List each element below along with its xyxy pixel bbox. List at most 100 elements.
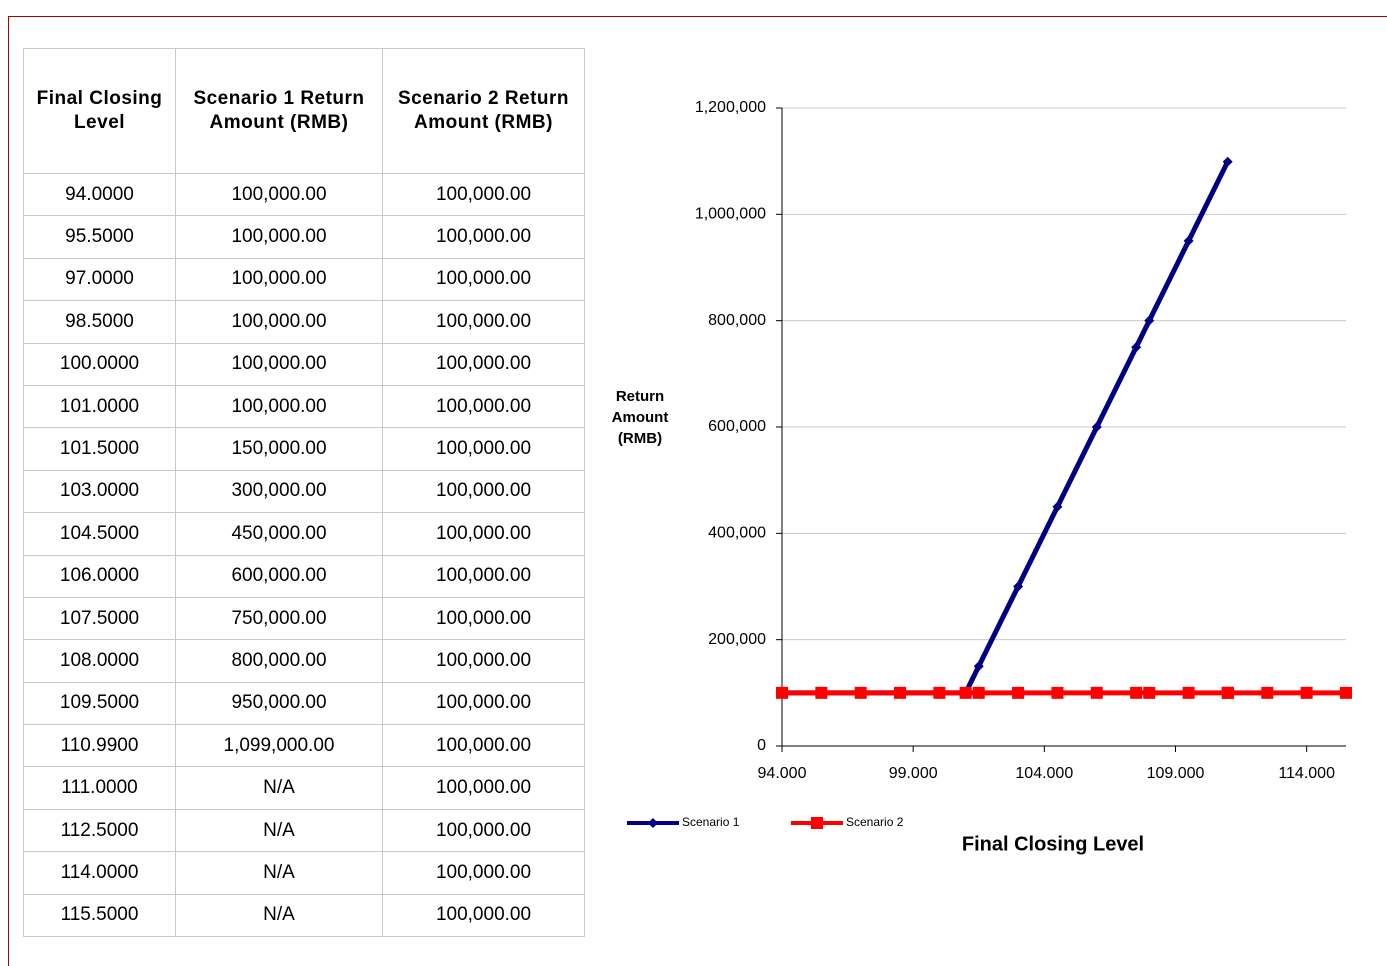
table-cell: 100,000.00 bbox=[382, 427, 585, 471]
table-cell: 100.0000 bbox=[23, 342, 176, 386]
y-tick-label: 600,000 bbox=[708, 418, 766, 435]
table-cell: 100,000.00 bbox=[382, 384, 585, 429]
y-tick-label: 1,200,000 bbox=[695, 99, 766, 116]
marker bbox=[1130, 686, 1143, 699]
table-cell: 100,000.00 bbox=[382, 893, 585, 938]
header-row: Final Closing Level Scenario 1 Return Amo… bbox=[23, 48, 585, 174]
table-cell: 95.5000 bbox=[23, 215, 176, 259]
marker bbox=[1182, 686, 1195, 699]
table-cell: 109.5000 bbox=[23, 681, 176, 726]
table-row: 107.5000 750,000.00 100,000.00 bbox=[23, 596, 585, 641]
table-cell: N/A bbox=[175, 808, 383, 853]
marker bbox=[1013, 581, 1024, 592]
marker bbox=[1300, 686, 1313, 699]
table-cell: 100,000.00 bbox=[382, 512, 585, 556]
table-cell: 107.5000 bbox=[23, 596, 176, 641]
header-cell: Scenario 2 Return Amount (RMB) bbox=[382, 48, 585, 174]
y-tick-label: 800,000 bbox=[708, 312, 766, 329]
table-row: 103.0000 300,000.00 100,000.00 bbox=[23, 469, 585, 514]
table-cell: 115.5000 bbox=[23, 893, 176, 938]
table-row: 109.5000 950,000.00 100,000.00 bbox=[23, 681, 585, 726]
table-cell: 100,000.00 bbox=[382, 469, 585, 514]
marker bbox=[1144, 315, 1155, 326]
marker bbox=[973, 661, 984, 672]
marker bbox=[1090, 686, 1103, 699]
y-tick-label: 200,000 bbox=[708, 631, 766, 648]
table-cell: 100,000.00 bbox=[382, 766, 585, 810]
y-tick-label: 1,000,000 bbox=[695, 206, 766, 223]
marker bbox=[1051, 686, 1064, 699]
table-cell: 112.5000 bbox=[23, 808, 176, 853]
table-row: 110.9900 1,099,000.00 100,000.00 bbox=[23, 724, 585, 768]
table-cell: 100,000.00 bbox=[382, 681, 585, 726]
table-cell: 100,000.00 bbox=[382, 554, 585, 598]
x-tick-label: 94.000 bbox=[758, 765, 807, 782]
marker bbox=[1183, 235, 1194, 246]
marker bbox=[972, 686, 985, 699]
table-cell: 100,000.00 bbox=[382, 724, 585, 768]
table-row: 112.5000 N/A 100,000.00 bbox=[23, 808, 585, 853]
table-cell: 750,000.00 bbox=[175, 596, 383, 641]
table-cell: 100,000.00 bbox=[382, 851, 585, 895]
y-tick-label: 0 bbox=[757, 737, 766, 754]
marker bbox=[1012, 686, 1025, 699]
table-cell: 110.9900 bbox=[23, 724, 176, 768]
marker bbox=[1091, 422, 1102, 432]
table-row: 115.5000 N/A 100,000.00 bbox=[23, 893, 585, 938]
table-cell: 100,000.00 bbox=[175, 384, 383, 429]
table-cell: 100,000.00 bbox=[382, 808, 585, 853]
marker bbox=[1261, 686, 1274, 699]
table-cell: 100,000.00 bbox=[382, 172, 585, 217]
x-tick-label: 114.000 bbox=[1278, 765, 1335, 782]
marker bbox=[933, 686, 946, 699]
x-tick-label: 104.000 bbox=[1015, 765, 1073, 782]
table-cell: 100,000.00 bbox=[175, 215, 383, 259]
marker bbox=[815, 686, 828, 699]
table-row: 100.0000 100,000.00 100,000.00 bbox=[23, 342, 585, 386]
table-row: 97.0000 100,000.00 100,000.00 bbox=[23, 257, 585, 302]
marker bbox=[1143, 686, 1156, 699]
marker bbox=[1131, 342, 1142, 353]
header-cell: Scenario 1 Return Amount (RMB) bbox=[175, 48, 383, 174]
table-cell: 100,000.00 bbox=[175, 342, 383, 386]
table-cell: 100,000.00 bbox=[382, 639, 585, 683]
table-row: 101.0000 100,000.00 100,000.00 bbox=[23, 384, 585, 429]
y-tick-label: 400,000 bbox=[708, 525, 766, 542]
x-tick-label: 109.000 bbox=[1147, 765, 1205, 782]
marker bbox=[776, 686, 788, 699]
x-axis-label: Final Closing Level bbox=[962, 833, 1144, 855]
table-cell: 100,000.00 bbox=[382, 596, 585, 641]
table-cell: 108.0000 bbox=[23, 639, 176, 683]
table-row: 114.0000 N/A 100,000.00 bbox=[23, 851, 585, 895]
y-axis-label: Return Amount (RMB) bbox=[612, 388, 669, 447]
legend-label: Scenario 1 bbox=[682, 815, 740, 829]
marker bbox=[1052, 501, 1063, 512]
table-cell: 101.0000 bbox=[23, 384, 176, 429]
table-row: 108.0000 800,000.00 100,000.00 bbox=[23, 639, 585, 683]
marker bbox=[1340, 686, 1352, 699]
table-row: 111.0000 N/A 100,000.00 bbox=[23, 766, 585, 810]
table-cell: 1,099,000.00 bbox=[175, 724, 383, 768]
marker bbox=[854, 686, 867, 699]
table-row: 98.5000 100,000.00 100,000.00 bbox=[23, 300, 585, 344]
marker bbox=[894, 686, 907, 699]
table-cell: 111.0000 bbox=[23, 766, 176, 810]
table-cell: 300,000.00 bbox=[175, 469, 383, 514]
header-cell: Final Closing Level bbox=[23, 48, 176, 174]
marker bbox=[1221, 686, 1234, 699]
marker bbox=[811, 817, 823, 829]
table-cell: 103.0000 bbox=[23, 469, 176, 514]
table-row: 95.5000 100,000.00 100,000.00 bbox=[23, 215, 585, 259]
table-cell: 100,000.00 bbox=[382, 215, 585, 259]
x-tick-label: 99.000 bbox=[889, 765, 938, 782]
table-cell: N/A bbox=[175, 893, 383, 938]
table-cell: 98.5000 bbox=[23, 300, 176, 344]
marker bbox=[959, 686, 972, 699]
frame bbox=[8, 16, 1387, 966]
table-body: 94.0000 100,000.00 100,000.00 95.5000 100,00… bbox=[23, 172, 585, 938]
table-cell: 100,000.00 bbox=[382, 300, 585, 344]
marker bbox=[648, 818, 658, 828]
data-table: Final Closing Level Scenario 1 Return Amo… bbox=[23, 48, 585, 938]
legend-label: Scenario 2 bbox=[846, 815, 904, 829]
